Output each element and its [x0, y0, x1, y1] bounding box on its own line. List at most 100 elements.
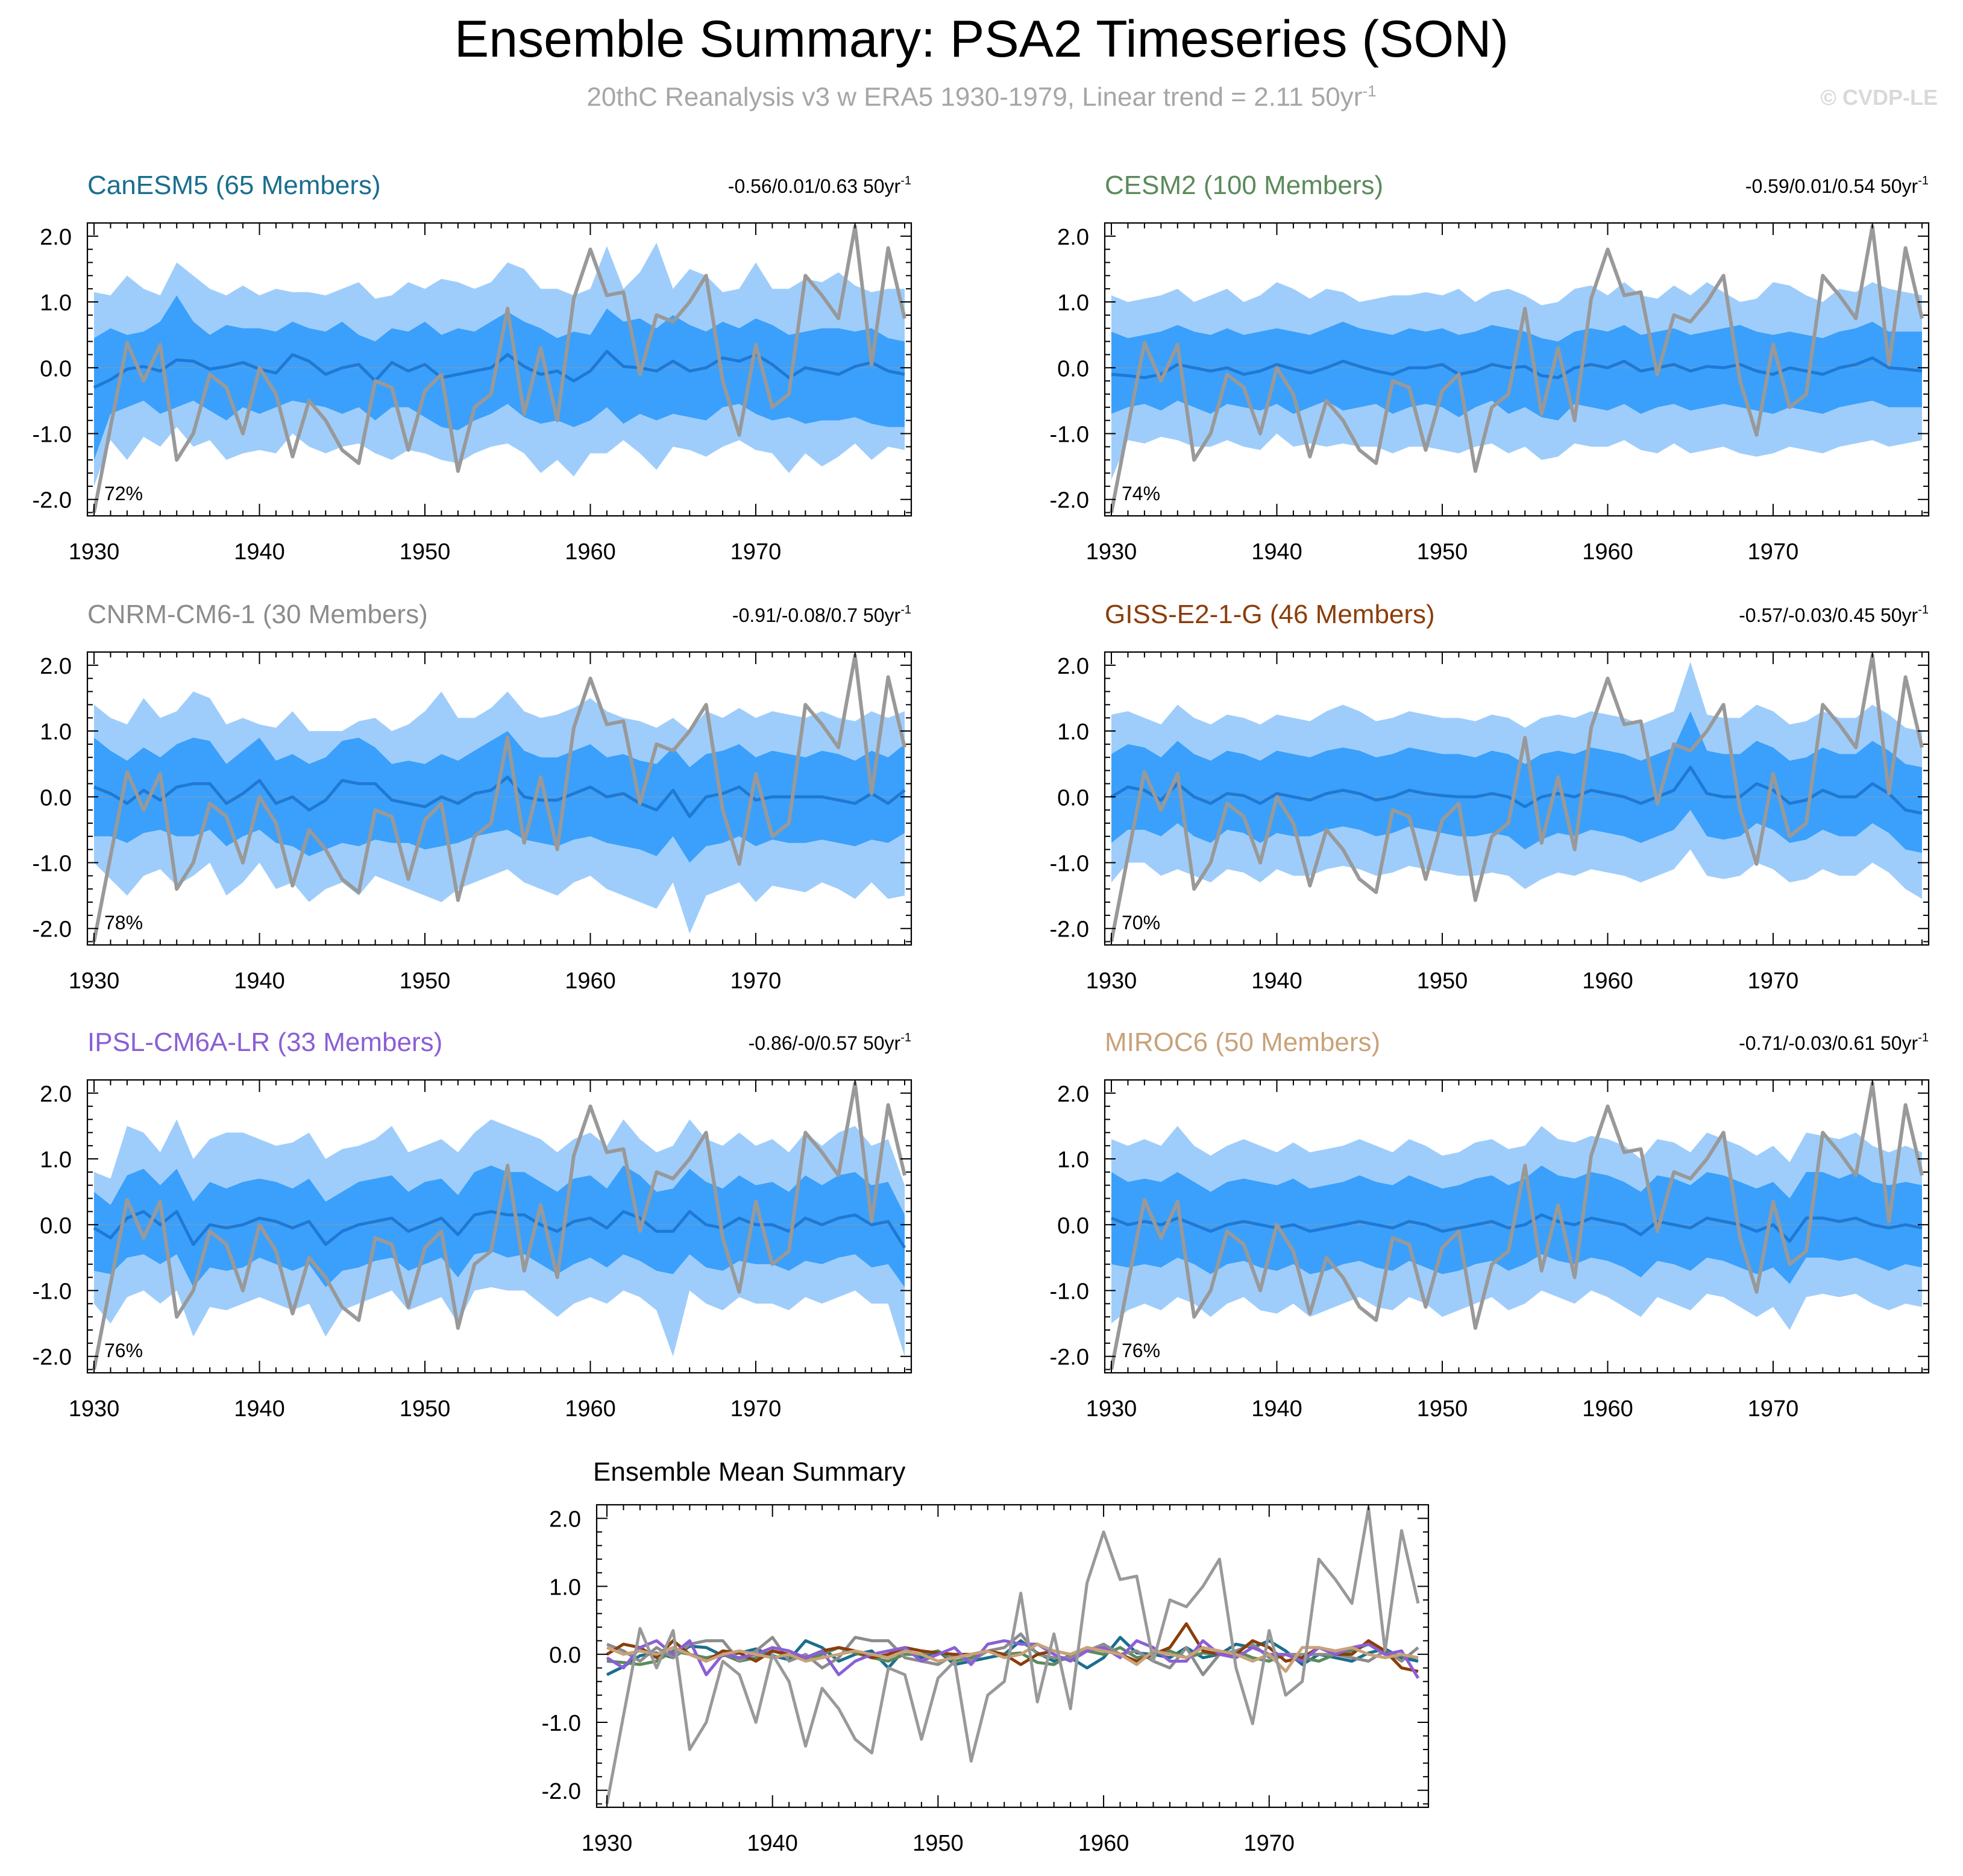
panel-giss-e2-1-g-percent-label: 70%: [1122, 912, 1160, 933]
panel-cesm2-xtick-label: 1970: [1748, 539, 1799, 565]
panel-cesm2-trend-text: -0.59/0.01/0.54 50yr: [1745, 175, 1918, 197]
panel-miroc6: 2.0 1.0 0.0 -1.0 -2.0 1930 1940 1950 1960 1970 MIR…: [1050, 1027, 1930, 1422]
summary-line-miroc6: [606, 1642, 1419, 1673]
panel-miroc6-xtick-label: 1960: [1582, 1396, 1633, 1422]
panel-ipsl-cm6a-lr-ytick-label: -2.0: [33, 1345, 72, 1370]
panel-canesm5-ensemble-mean-line: [93, 350, 905, 389]
summary-ytick-label: 0.0: [549, 1643, 581, 1668]
summary-frame: [595, 1504, 1430, 1809]
panel-canesm5-model-name: CanESM5: [87, 171, 209, 200]
panel-canesm5-observed-line: [92, 224, 906, 513]
panel-cnrm-cm6-1-model-name: CNRM-CM6-1: [87, 600, 256, 629]
panel-canesm5-x-axis: 1930 1940 1950 1960 1970: [69, 223, 905, 565]
panel-miroc6-trend-range: -0.71/-0.03/0.61 50yr-1: [1739, 1031, 1929, 1054]
panel-giss-e2-1-g-xtick-label: 1940: [1251, 968, 1302, 994]
panel-cesm2-trend-range: -0.59/0.01/0.54 50yr-1: [1745, 174, 1929, 197]
panel-cnrm-cm6-1-percent-label: 78%: [104, 912, 143, 933]
panel-canesm5-y-axis: 2.0 1.0 0.0 -1.0 -2.0: [33, 222, 911, 513]
panel-cnrm-cm6-1-title: CNRM-CM6-1 (30 Members): [87, 600, 428, 629]
panel-giss-e2-1-g-ytick-label: 2.0: [1057, 654, 1089, 679]
panel-miroc6-ytick-label: 2.0: [1057, 1082, 1089, 1107]
panel-giss-e2-1-g-ytick-label: -1.0: [1050, 851, 1089, 876]
panel-miroc6-ytick-label: 1.0: [1057, 1147, 1089, 1173]
panel-cnrm-cm6-1-xtick-label: 1940: [234, 968, 285, 994]
panel-ipsl-cm6a-lr-percent-label: 76%: [104, 1340, 143, 1361]
panel-ipsl-cm6a-lr-frame: [86, 1079, 912, 1374]
panel-ipsl-cm6a-lr-xtick-label: 1940: [234, 1396, 285, 1422]
panel-giss-e2-1-g-ytick-label: 0.0: [1057, 785, 1089, 811]
panel-miroc6-frame: [1104, 1079, 1930, 1374]
summary-xtick-label: 1960: [1078, 1831, 1129, 1856]
subtitle-text: 20thC Reanalysis v3 w ERA5 1930-1979, Li…: [586, 82, 1363, 112]
panel-ensemble-mean-summary: 2.0 1.0 0.0 -1.0 -2.0 1930 1940 1950 1960 1970 Ens…: [542, 1457, 1430, 1856]
panel-cesm2-ytick-label: -2.0: [1050, 488, 1089, 513]
panel-cnrm-cm6-1-xtick-label: 1950: [400, 968, 451, 994]
panel-cnrm-cm6-1-member-count: (30 Members): [263, 600, 428, 629]
panel-cesm2-model-name: CESM2: [1105, 171, 1196, 200]
panel-giss-e2-1-g-xtick-label: 1960: [1582, 968, 1633, 994]
panel-canesm5-ytick-label: 0.0: [40, 356, 72, 381]
panel-miroc6-ytick-label: 0.0: [1057, 1213, 1089, 1238]
panel-canesm5-xtick-label: 1970: [730, 539, 782, 565]
panel-cesm2-frame: [1104, 222, 1930, 517]
panel-miroc6-member-count: (50 Members): [1215, 1027, 1380, 1057]
panel-cesm2-ensemble-mean-line: [1111, 356, 1923, 380]
panel-ipsl-cm6a-lr-ytick-label: 0.0: [40, 1213, 72, 1238]
panel-cnrm-cm6-1-xtick-label: 1930: [69, 968, 120, 994]
panel-miroc6-title: MIROC6 (50 Members): [1105, 1027, 1380, 1057]
panel-cnrm-cm6-1-ytick-label: 2.0: [40, 654, 72, 679]
summary-xtick-label: 1930: [582, 1831, 633, 1856]
figure-subtitle: 20thC Reanalysis v3 w ERA5 1930-1979, Li…: [0, 83, 1963, 111]
panel-ipsl-cm6a-lr-observed-line: [92, 1081, 906, 1370]
panel-ipsl-cm6a-lr-ytick-label: 1.0: [40, 1147, 72, 1173]
panel-cesm2: 2.0 1.0 0.0 -1.0 -2.0 1930 1940 1950 1960 1970 CES…: [1050, 171, 1930, 565]
panel-giss-e2-1-g-observed-line: [1110, 653, 1924, 943]
panel-miroc6-model-name: MIROC6: [1105, 1027, 1208, 1057]
summary-observed-line: [605, 1507, 1420, 1804]
panel-canesm5-ytick-label: 2.0: [40, 225, 72, 250]
panel-canesm5-ytick-label: 1.0: [40, 290, 72, 316]
panel-cesm2-observed-line: [1110, 224, 1924, 513]
panel-cesm2-percent-label: 74%: [1122, 483, 1160, 504]
panel-giss-e2-1-g-model-name: GISS-E2-1-G: [1105, 600, 1263, 629]
panel-ipsl-cm6a-lr-y-axis: 2.0 1.0 0.0 -1.0 -2.0: [33, 1079, 911, 1370]
panel-giss-e2-1-g-trend-text: -0.57/-0.03/0.45 50yr: [1739, 604, 1918, 626]
panel-canesm5-trend-exponent: -1: [900, 174, 911, 187]
panel-canesm5: 2.0 1.0 0.0 -1.0 -2.0 1930 1940 1950 1960 1970 Can…: [33, 171, 912, 565]
panel-canesm5-xtick-label: 1930: [69, 539, 120, 565]
panel-ipsl-cm6a-lr-trend-exponent: -1: [900, 1031, 911, 1044]
panel-giss-e2-1-g-xtick-label: 1930: [1086, 968, 1137, 994]
panel-giss-e2-1-g-frame: [1104, 651, 1930, 946]
panel-canesm5-frame: [86, 222, 912, 517]
panel-cnrm-cm6-1-trend-text: -0.91/-0.08/0.7 50yr: [732, 604, 901, 626]
summary-xtick-label: 1970: [1244, 1831, 1295, 1856]
panel-miroc6-percent-label: 76%: [1122, 1340, 1160, 1361]
panel-ipsl-cm6a-lr-trend-range: -0.86/-0/0.57 50yr-1: [749, 1031, 911, 1054]
panel-giss-e2-1-g-xtick-label: 1950: [1417, 968, 1468, 994]
panel-canesm5-title: CanESM5 (65 Members): [87, 171, 381, 200]
panel-canesm5-percent-label: 72%: [104, 483, 143, 504]
panel-miroc6-xtick-label: 1940: [1251, 1396, 1302, 1422]
summary-ytick-label: -2.0: [542, 1779, 581, 1804]
panel-ipsl-cm6a-lr-model-name: IPSL-CM6A-LR: [87, 1027, 270, 1057]
panel-canesm5-ytick-label: -2.0: [33, 488, 72, 513]
panel-giss-e2-1-g-ensemble-mean-line: [1110, 765, 1923, 815]
subtitle-unit-exponent: -1: [1362, 82, 1377, 100]
panel-canesm5-member-count: (65 Members): [216, 171, 381, 200]
panel-cnrm-cm6-1: 2.0 1.0 0.0 -1.0 -2.0 1930 1940 1950 1960 1970 CNR…: [33, 600, 912, 994]
panel-ipsl-cm6a-lr-ytick-label: -1.0: [33, 1279, 72, 1304]
panel-canesm5-xtick-label: 1940: [234, 539, 285, 565]
panel-miroc6-ytick-label: -1.0: [1050, 1279, 1089, 1304]
panel-cesm2-spread-band-inner: [1111, 321, 1922, 421]
panel-cesm2-ytick-label: 2.0: [1057, 225, 1089, 250]
panel-giss-e2-1-g-trend-range: -0.57/-0.03/0.45 50yr-1: [1739, 603, 1929, 626]
panel-ipsl-cm6a-lr-trend-text: -0.86/-0/0.57 50yr: [749, 1032, 901, 1054]
cvdp-le-credit: © CVDP-LE: [1820, 85, 1938, 110]
panel-canesm5-trend-range: -0.56/0.01/0.63 50yr-1: [728, 174, 911, 197]
panel-cnrm-cm6-1-observed-line: [92, 653, 906, 943]
panel-miroc6-xtick-label: 1950: [1417, 1396, 1468, 1422]
panel-cnrm-cm6-1-ytick-label: 1.0: [40, 720, 72, 745]
summary-xtick-label: 1950: [912, 1831, 964, 1856]
panel-cesm2-xtick-label: 1960: [1582, 539, 1633, 565]
